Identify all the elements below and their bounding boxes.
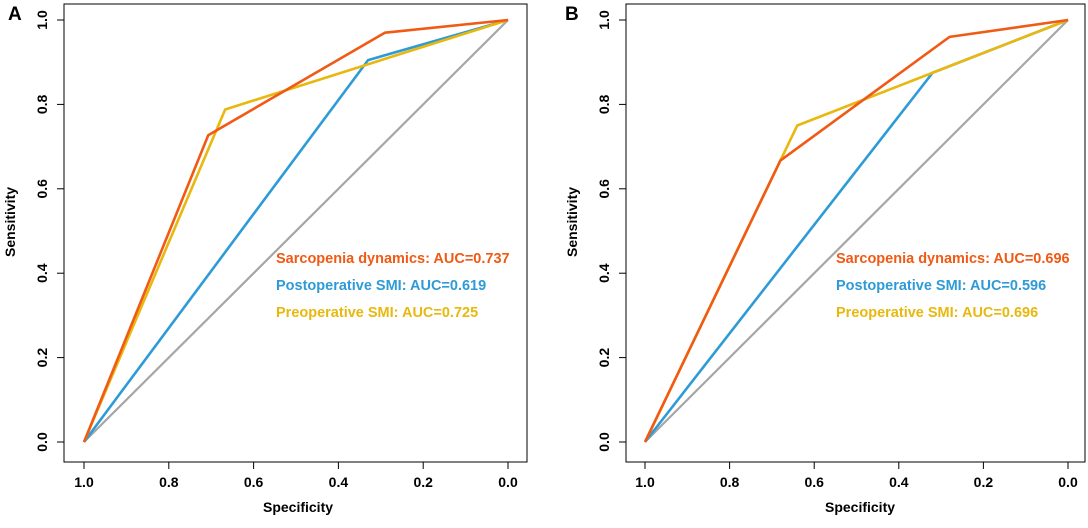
y-tick-label: 0.8 [596, 94, 612, 114]
panel-b: B Sensitivity Specificity 1.0 0.8 0.6 0.4 0.… [564, 3, 1086, 515]
y-tick-label: 1.0 [34, 10, 50, 30]
roc-line-sarcopenia-dynamics [643, 18, 1069, 443]
x-tick-label: 0.8 [720, 474, 740, 490]
x-tick-label: 0.6 [804, 474, 824, 490]
legend-label: Postoperative SMI: AUC=0.596 [836, 278, 1046, 294]
roc-line-postoperative-smi [82, 18, 509, 443]
y-tick-label: 0.8 [34, 94, 50, 114]
legend-label: Postoperative SMI: AUC=0.619 [276, 278, 486, 294]
reference-diagonal-line [83, 19, 509, 443]
y-tick-label: 0.4 [596, 263, 612, 283]
roc-line-preoperative-smi [82, 18, 509, 443]
legend-label: Sarcopenia dynamics: AUC=0.737 [276, 251, 510, 267]
x-tick-label: 0.4 [329, 474, 349, 490]
panel-letter-a: A [8, 4, 22, 25]
legend-label: Preoperative SMI: AUC=0.696 [836, 305, 1038, 321]
x-tick-label: 1.0 [74, 474, 94, 490]
y-tick-label: 0.4 [34, 263, 50, 283]
legend-label: Preoperative SMI: AUC=0.725 [276, 305, 478, 321]
y-tick-label: 1.0 [596, 10, 612, 30]
x-tick-label: 0.0 [1058, 474, 1078, 490]
x-axis-title: Specificity [825, 499, 895, 515]
y-tick-label: 0.6 [596, 179, 612, 199]
y-tick-label: 0.0 [596, 432, 612, 452]
y-tick-label: 0.2 [596, 348, 612, 368]
panel-a: A Sensitivity Specificity 1.0 0.8 0.6 0.4 0.… [2, 3, 528, 515]
legend-label: Sarcopenia dynamics: AUC=0.696 [836, 251, 1070, 267]
x-tick-label: 0.2 [413, 474, 433, 490]
y-axis-title: Sensitivity [2, 187, 18, 257]
x-axis-title: Specificity [263, 499, 333, 515]
panel-letter-b: B [565, 4, 579, 25]
reference-diagonal-line [644, 19, 1069, 443]
x-tick-label: 0.8 [159, 474, 179, 490]
y-tick-label: 0.0 [34, 432, 50, 452]
y-axis-title: Sensitivity [564, 187, 580, 257]
roc-line-sarcopenia-dynamics [82, 18, 509, 443]
plot-frame [63, 3, 528, 463]
x-tick-label: 0.2 [974, 474, 994, 490]
x-tick-label: 1.0 [635, 474, 655, 490]
y-tick-label: 0.6 [34, 179, 50, 199]
plot-frame [625, 3, 1086, 463]
x-tick-label: 0.4 [889, 474, 909, 490]
x-tick-label: 0.0 [498, 474, 518, 490]
x-tick-label: 0.6 [244, 474, 264, 490]
y-tick-label: 0.2 [34, 348, 50, 368]
